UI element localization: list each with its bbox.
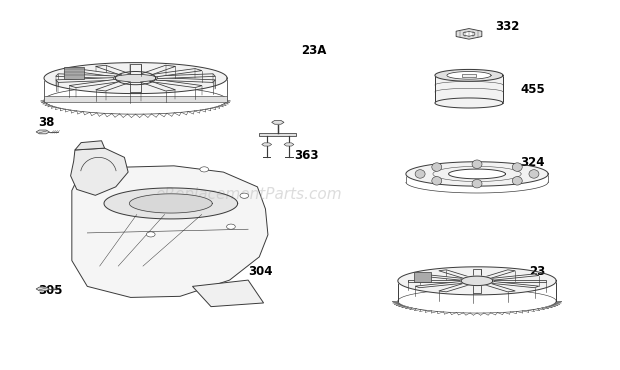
Polygon shape (36, 130, 50, 134)
Polygon shape (140, 81, 175, 91)
Polygon shape (262, 143, 272, 146)
Ellipse shape (472, 179, 482, 188)
Polygon shape (447, 71, 491, 79)
Text: 305: 305 (38, 283, 63, 296)
Polygon shape (463, 31, 475, 36)
Polygon shape (482, 270, 515, 279)
Bar (259, 133, 296, 136)
Polygon shape (44, 63, 227, 94)
Bar (414, 272, 431, 282)
Polygon shape (439, 270, 472, 279)
Text: 332: 332 (495, 20, 520, 33)
Text: 304: 304 (248, 265, 273, 278)
Polygon shape (130, 194, 212, 213)
Circle shape (200, 167, 208, 172)
Ellipse shape (432, 163, 442, 171)
Polygon shape (115, 71, 156, 85)
Polygon shape (130, 82, 141, 92)
Polygon shape (439, 283, 472, 292)
Polygon shape (72, 166, 268, 297)
Polygon shape (435, 70, 503, 81)
Polygon shape (490, 274, 539, 280)
Polygon shape (56, 78, 115, 83)
Polygon shape (149, 80, 202, 88)
Polygon shape (482, 283, 515, 292)
Polygon shape (415, 282, 464, 288)
Text: 37: 37 (81, 162, 97, 175)
Polygon shape (449, 169, 505, 179)
Polygon shape (435, 75, 503, 103)
Circle shape (227, 224, 235, 229)
Ellipse shape (512, 176, 522, 185)
Polygon shape (71, 148, 128, 195)
Polygon shape (398, 267, 556, 295)
Polygon shape (36, 287, 50, 291)
Text: 455: 455 (520, 83, 545, 96)
Polygon shape (490, 282, 539, 288)
Ellipse shape (432, 176, 442, 185)
Polygon shape (95, 65, 131, 75)
Ellipse shape (415, 170, 425, 178)
Circle shape (240, 193, 249, 198)
Polygon shape (272, 120, 284, 124)
Polygon shape (140, 65, 175, 75)
Polygon shape (75, 141, 105, 150)
Polygon shape (56, 74, 115, 78)
Polygon shape (192, 280, 264, 307)
Text: eReplacementParts.com: eReplacementParts.com (155, 187, 342, 202)
Ellipse shape (512, 163, 522, 171)
Polygon shape (130, 64, 141, 74)
Ellipse shape (529, 170, 539, 178)
Polygon shape (95, 81, 131, 91)
Text: 324: 324 (520, 157, 545, 169)
Text: 23: 23 (529, 265, 546, 278)
Polygon shape (284, 143, 294, 146)
Bar (44, 95, 227, 102)
Polygon shape (435, 98, 503, 108)
Polygon shape (472, 269, 481, 278)
Text: 23A: 23A (301, 44, 326, 57)
Polygon shape (472, 284, 481, 293)
Circle shape (113, 176, 122, 181)
Polygon shape (494, 280, 546, 282)
Polygon shape (156, 74, 215, 78)
Bar (462, 74, 476, 77)
Polygon shape (69, 68, 122, 77)
Polygon shape (149, 68, 202, 77)
Polygon shape (156, 78, 215, 83)
Polygon shape (461, 276, 493, 286)
Polygon shape (456, 28, 482, 39)
Polygon shape (415, 274, 464, 280)
Text: 363: 363 (294, 149, 319, 162)
Polygon shape (406, 162, 548, 186)
Polygon shape (69, 80, 122, 88)
Polygon shape (408, 280, 459, 282)
Polygon shape (104, 188, 237, 219)
Text: 38: 38 (38, 116, 54, 129)
Circle shape (146, 232, 155, 237)
Bar (64, 67, 84, 79)
Ellipse shape (472, 160, 482, 168)
